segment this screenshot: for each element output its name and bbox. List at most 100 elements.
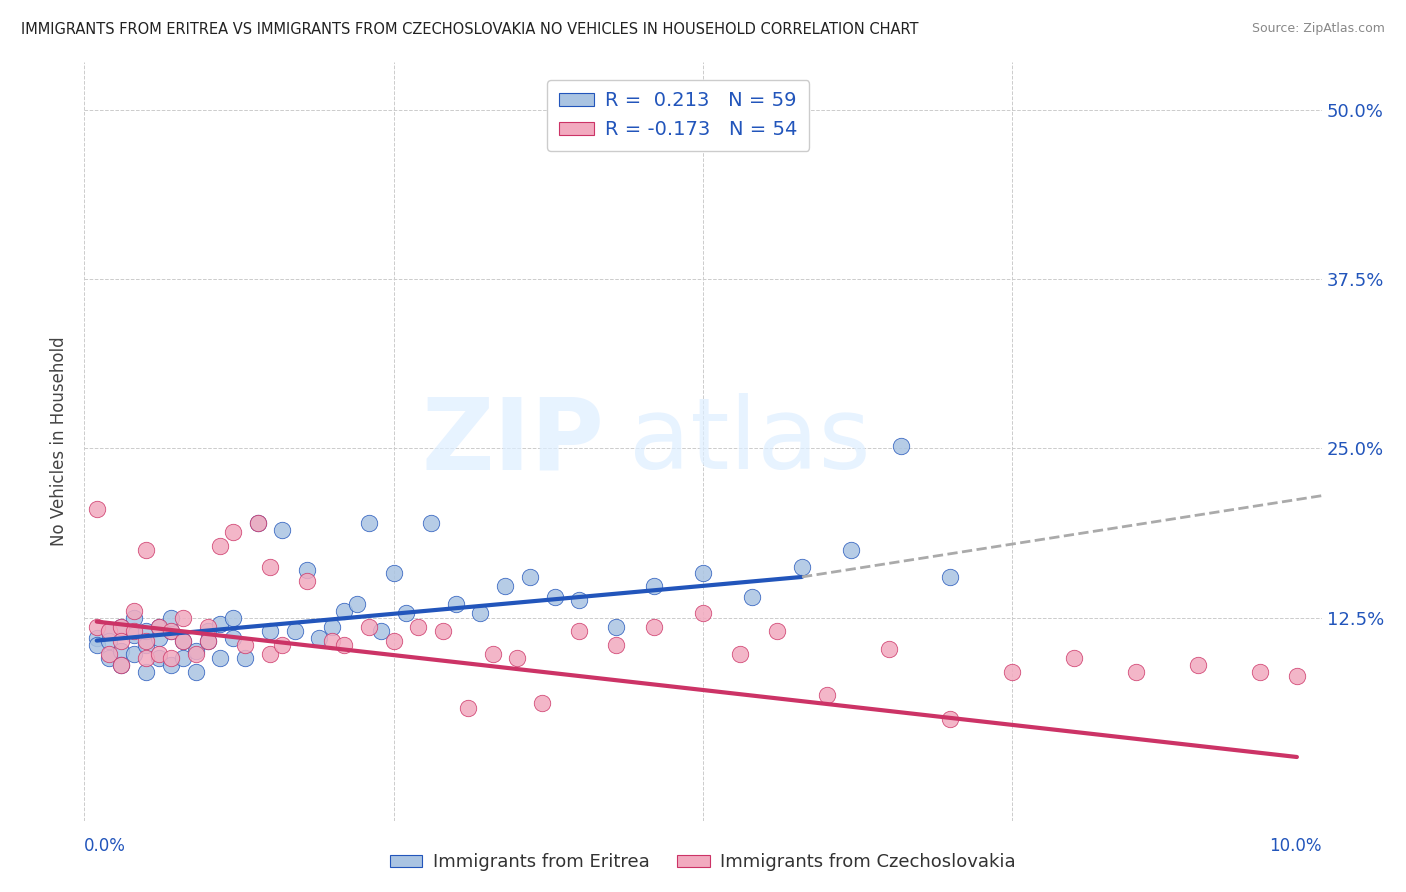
Point <box>122 604 145 618</box>
Point <box>148 620 170 634</box>
Point <box>419 516 441 530</box>
Point <box>98 651 121 665</box>
Point <box>295 563 318 577</box>
Point <box>1063 651 1085 665</box>
Point <box>432 624 454 639</box>
Legend: R =  0.213   N = 59, R = -0.173   N = 54: R = 0.213 N = 59, R = -0.173 N = 54 <box>547 79 810 151</box>
Point <box>457 701 479 715</box>
Point <box>605 620 627 634</box>
Point <box>98 624 121 639</box>
Point <box>209 651 232 665</box>
Point <box>259 647 281 661</box>
Point <box>1001 665 1024 679</box>
Point <box>160 657 183 672</box>
Text: atlas: atlas <box>628 393 870 490</box>
Point <box>197 620 219 634</box>
Point <box>357 620 380 634</box>
Point <box>1249 665 1271 679</box>
Point <box>172 633 194 648</box>
Point <box>122 624 145 639</box>
Text: ZIP: ZIP <box>422 393 605 490</box>
Point <box>197 633 219 648</box>
Point <box>110 633 132 648</box>
Point <box>259 624 281 639</box>
Point <box>148 631 170 645</box>
Point <box>357 516 380 530</box>
Point <box>308 631 330 645</box>
Point <box>506 651 529 665</box>
Point <box>86 620 108 634</box>
Point <box>135 624 157 639</box>
Point <box>470 607 492 621</box>
Point <box>271 638 294 652</box>
Point <box>890 439 912 453</box>
Point <box>271 523 294 537</box>
Point <box>233 651 256 665</box>
Point <box>939 570 962 584</box>
Point <box>321 620 343 634</box>
Point <box>135 542 157 557</box>
Point <box>197 624 219 639</box>
Point <box>110 657 132 672</box>
Point <box>605 638 627 652</box>
Point <box>321 633 343 648</box>
Point <box>209 539 232 553</box>
Point <box>148 647 170 661</box>
Point <box>233 638 256 652</box>
Point <box>790 560 813 574</box>
Point <box>519 570 541 584</box>
Point <box>643 579 665 593</box>
Point <box>197 633 219 648</box>
Point <box>148 620 170 634</box>
Point <box>295 574 318 588</box>
Legend: Immigrants from Eritrea, Immigrants from Czechoslovakia: Immigrants from Eritrea, Immigrants from… <box>382 847 1024 879</box>
Point <box>692 566 714 580</box>
Point <box>222 525 245 540</box>
Point <box>184 647 207 661</box>
Text: IMMIGRANTS FROM ERITREA VS IMMIGRANTS FROM CZECHOSLOVAKIA NO VEHICLES IN HOUSEHO: IMMIGRANTS FROM ERITREA VS IMMIGRANTS FR… <box>21 22 918 37</box>
Point <box>481 647 503 661</box>
Point <box>98 624 121 639</box>
Point <box>1187 657 1209 672</box>
Point <box>370 624 392 639</box>
Point <box>333 638 356 652</box>
Point <box>160 624 183 639</box>
Point <box>86 638 108 652</box>
Point <box>766 624 789 639</box>
Point <box>122 647 145 661</box>
Point <box>395 607 418 621</box>
Point <box>135 665 157 679</box>
Point <box>222 610 245 624</box>
Point <box>1125 665 1147 679</box>
Point <box>110 644 132 658</box>
Point <box>382 566 405 580</box>
Point <box>494 579 516 593</box>
Point <box>877 641 900 656</box>
Point <box>333 604 356 618</box>
Point <box>841 542 863 557</box>
Point <box>160 651 183 665</box>
Point <box>1285 669 1308 683</box>
Y-axis label: No Vehicles in Household: No Vehicles in Household <box>51 336 69 547</box>
Text: Source: ZipAtlas.com: Source: ZipAtlas.com <box>1251 22 1385 36</box>
Point <box>110 657 132 672</box>
Point <box>259 560 281 574</box>
Point <box>110 620 132 634</box>
Point <box>939 712 962 726</box>
Point <box>382 633 405 648</box>
Point <box>135 633 157 648</box>
Point <box>543 591 565 605</box>
Point <box>98 647 121 661</box>
Point <box>209 617 232 632</box>
Point <box>160 624 183 639</box>
Point <box>692 607 714 621</box>
Point <box>284 624 307 639</box>
Point <box>568 624 591 639</box>
Point <box>172 633 194 648</box>
Point <box>98 633 121 648</box>
Point <box>172 610 194 624</box>
Point <box>741 591 763 605</box>
Point <box>222 631 245 645</box>
Point <box>172 651 194 665</box>
Point <box>86 502 108 516</box>
